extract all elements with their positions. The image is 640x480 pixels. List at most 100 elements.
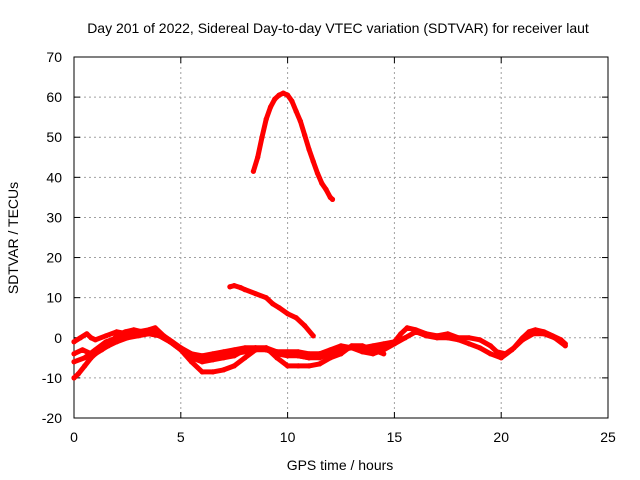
data-point <box>413 329 419 335</box>
x-tick-label: 20 <box>493 429 509 445</box>
data-point <box>188 359 195 365</box>
data-point <box>199 369 205 375</box>
data-point <box>84 331 90 337</box>
series-line <box>227 283 316 339</box>
data-point <box>88 335 94 341</box>
data-point <box>381 341 387 347</box>
data-point <box>530 331 536 337</box>
data-point <box>498 355 504 361</box>
data-point <box>509 347 515 353</box>
data-point <box>210 351 216 357</box>
y-tick-label: -20 <box>42 410 62 426</box>
data-point <box>477 337 483 343</box>
data-point <box>82 355 88 361</box>
y-tick-label: 70 <box>46 49 62 65</box>
data-point <box>402 335 408 341</box>
data-point <box>310 333 316 339</box>
y-tick-label: 10 <box>46 290 62 306</box>
data-point <box>227 284 233 290</box>
data-point <box>310 158 316 164</box>
data-point <box>71 351 77 357</box>
data-point <box>349 345 355 351</box>
data-point <box>306 363 312 369</box>
data-point <box>210 357 216 363</box>
data-point <box>329 196 336 202</box>
data-point <box>338 347 344 353</box>
y-tick-label: 0 <box>54 330 62 346</box>
data-point <box>188 351 195 357</box>
data-point <box>302 132 308 138</box>
data-point <box>231 347 237 353</box>
series-layer <box>71 90 568 381</box>
data-point <box>317 355 323 361</box>
data-point <box>259 134 265 140</box>
data-point <box>238 285 244 291</box>
data-point <box>231 283 237 289</box>
data-point <box>231 363 237 369</box>
data-point <box>276 305 282 311</box>
y-tick-label: -10 <box>42 370 62 386</box>
data-point <box>79 347 86 353</box>
chart-title: Day 201 of 2022, Sidereal Day-to-day VTE… <box>87 20 589 36</box>
data-point <box>314 170 321 176</box>
data-point <box>532 327 539 333</box>
series-line <box>71 327 387 381</box>
data-point <box>541 331 547 337</box>
data-point <box>359 349 365 355</box>
data-point <box>263 347 269 353</box>
data-point <box>242 345 248 351</box>
y-tick-label: 20 <box>46 250 62 266</box>
data-point <box>156 333 162 339</box>
data-point <box>295 363 301 369</box>
axis-ticks: 0 5 10 15 20 25 -20 -10 0 10 20 30 40 50 60 70 <box>42 49 616 445</box>
data-point <box>242 355 248 361</box>
y-axis-label: SDTVAR / TECUs <box>5 182 21 294</box>
data-point <box>289 98 295 104</box>
data-point <box>319 180 325 186</box>
series-track-4 <box>71 329 408 365</box>
y-tick-label: 40 <box>46 169 62 185</box>
data-point <box>253 291 259 297</box>
data-point <box>167 339 173 345</box>
data-point <box>520 337 526 343</box>
x-tick-label: 15 <box>387 429 403 445</box>
data-point <box>220 367 227 373</box>
data-point <box>293 108 299 114</box>
data-point <box>293 315 299 321</box>
data-point <box>423 333 429 339</box>
data-point <box>445 331 451 337</box>
data-point <box>295 353 301 359</box>
series-line <box>71 329 408 365</box>
data-point <box>92 347 98 353</box>
data-point <box>92 337 98 343</box>
data-point <box>105 343 111 349</box>
data-point <box>445 335 451 341</box>
data-point <box>231 353 237 359</box>
data-point <box>370 343 376 349</box>
data-point <box>306 355 312 361</box>
data-point <box>297 118 303 124</box>
x-axis-label: GPS time / hours <box>287 457 394 473</box>
data-point <box>71 375 77 381</box>
data-point <box>253 345 259 351</box>
series-track-5 <box>227 283 316 339</box>
data-point <box>178 347 184 353</box>
data-point <box>263 116 269 122</box>
y-tick-label: 60 <box>46 89 62 105</box>
data-point <box>82 363 88 369</box>
y-tick-label: 30 <box>46 209 62 225</box>
data-point <box>391 339 397 345</box>
data-point <box>477 345 483 351</box>
plot-frame <box>73 56 609 419</box>
data-point <box>270 301 276 307</box>
data-point <box>255 154 261 160</box>
data-point <box>210 369 216 375</box>
data-point <box>487 343 494 349</box>
data-point <box>103 333 109 339</box>
data-point <box>220 355 227 361</box>
grid <box>74 57 608 418</box>
series-track-6 <box>250 90 336 202</box>
data-point <box>280 90 286 96</box>
data-point <box>302 323 308 329</box>
